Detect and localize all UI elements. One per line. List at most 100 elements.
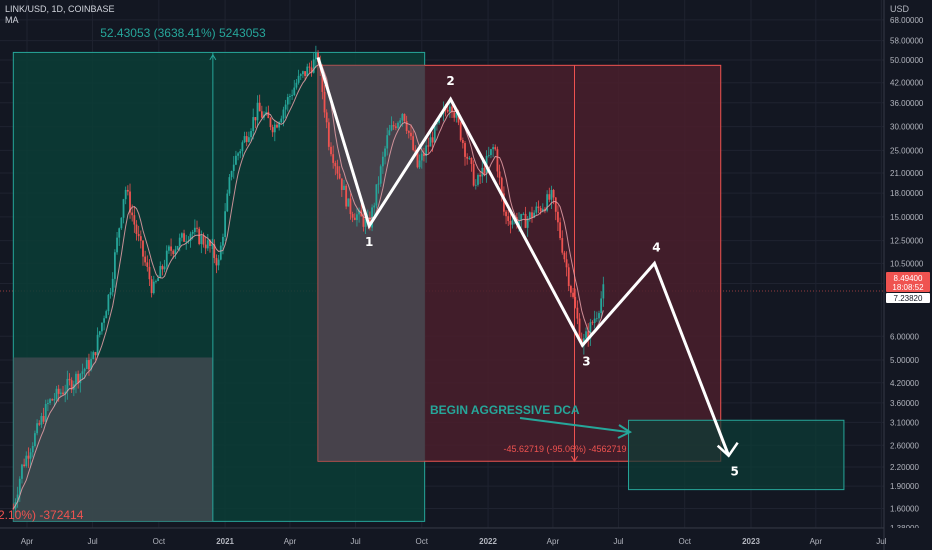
candle-body <box>206 240 209 249</box>
candle-body <box>336 166 339 174</box>
candle-body <box>135 224 138 234</box>
candle-body <box>436 122 438 125</box>
price-tick-label: 42.00000 <box>890 79 924 88</box>
candle-body <box>505 211 507 217</box>
candle-body <box>178 237 181 247</box>
candle-body <box>492 147 494 150</box>
candle-body <box>418 160 421 168</box>
candle-body <box>455 112 458 118</box>
candle-body <box>44 403 47 422</box>
candle-body <box>554 197 557 212</box>
chart-labels: 52.43053 (3638.41%) 5243053 -45.62719 (-9… <box>0 26 633 522</box>
candle-body <box>55 388 58 400</box>
time-tick-label: Oct <box>153 537 166 546</box>
candle-body <box>518 220 520 225</box>
candle-body <box>232 164 235 172</box>
candle-body <box>392 125 395 127</box>
time-tick-label: Jul <box>613 537 623 546</box>
candle-body <box>98 331 101 335</box>
time-tick-label: 2022 <box>479 537 497 546</box>
candle-body <box>591 322 594 324</box>
indicator-label[interactable]: MA <box>5 15 19 25</box>
candle-body <box>548 194 551 200</box>
wave-label-4: 4 <box>652 240 660 254</box>
candle-body <box>168 246 170 251</box>
candle-body <box>18 478 21 495</box>
price-tick-label: 3.10000 <box>890 418 919 427</box>
candle-body <box>420 153 423 161</box>
candle-body <box>88 360 90 370</box>
candle-body <box>598 313 600 319</box>
candle-body <box>31 445 34 453</box>
candle-body <box>21 464 23 479</box>
candle-body <box>92 352 95 360</box>
candle-body <box>230 171 233 178</box>
price-tick-label: 68.00000 <box>890 16 924 25</box>
candle-body <box>312 59 315 73</box>
candle-body <box>410 132 412 137</box>
price-tick-label: 1.90000 <box>890 482 919 491</box>
candle-body <box>185 241 188 243</box>
candle-body <box>299 74 302 76</box>
candle-body <box>23 464 26 467</box>
candle-body <box>16 494 19 503</box>
candle-body <box>500 177 503 194</box>
candle-body <box>170 246 172 251</box>
candle-body <box>269 118 272 128</box>
candle-body <box>247 137 250 142</box>
candle-body <box>414 149 417 153</box>
candle-body <box>109 292 112 295</box>
candle-body <box>204 244 207 249</box>
candle-body <box>381 156 384 167</box>
candle-body <box>457 112 460 123</box>
candle-body <box>94 352 97 356</box>
time-tick-label: Apr <box>810 537 823 546</box>
candle-body <box>165 250 168 267</box>
candle-body <box>81 371 84 374</box>
candle-body <box>77 373 80 384</box>
candle-body <box>40 416 43 425</box>
candle-body <box>373 205 376 208</box>
candle-body <box>250 131 252 138</box>
candle-body <box>219 245 222 260</box>
candle-body <box>111 278 114 293</box>
time-tick-label: Apr <box>284 537 297 546</box>
price-axis[interactable]: 68.00000 58.00000 50.00000 42.00000 36.00000… <box>890 16 924 550</box>
candle-body <box>213 244 216 258</box>
time-axis[interactable]: Apr Jul Oct 2021 Apr Jul Oct 2022 Apr Jul Oct 2023 A… <box>21 537 887 546</box>
dca-label: BEGIN AGGRESSIVE DCA <box>430 403 580 417</box>
time-tick-label: 2023 <box>742 537 760 546</box>
candle-body <box>191 231 194 234</box>
candle-body <box>470 158 473 165</box>
candle-body <box>343 185 345 190</box>
candle-body <box>159 266 162 278</box>
candle-body <box>302 71 304 75</box>
moving-average-line <box>12 63 604 509</box>
candle-body <box>375 184 378 206</box>
candle-body <box>120 217 123 229</box>
candle-body <box>507 216 510 222</box>
candle-body <box>113 252 116 279</box>
candle-body <box>479 174 482 177</box>
candle-body <box>570 286 572 293</box>
candle-body <box>295 82 298 88</box>
time-tick-label: Jul <box>876 537 886 546</box>
candle-body <box>62 392 64 395</box>
candle-body <box>293 87 296 96</box>
dca-arrow-head <box>617 424 633 439</box>
candle-body <box>59 392 62 394</box>
candle-body <box>466 156 469 159</box>
candle-body <box>174 249 177 255</box>
candle-body <box>345 185 348 207</box>
wave-arrowhead <box>716 441 739 458</box>
candle-body <box>520 214 523 221</box>
candle-body <box>256 102 259 121</box>
gain-measure-label: 52.43053 (3638.41%) 5243053 <box>100 26 266 40</box>
candle-body <box>85 360 88 369</box>
candle-body <box>533 212 536 218</box>
candle-body <box>325 112 328 123</box>
candle-body <box>394 126 397 128</box>
symbol-title[interactable]: LINK/USD, 1D, COINBASE <box>5 4 115 14</box>
candle-body <box>459 122 462 141</box>
